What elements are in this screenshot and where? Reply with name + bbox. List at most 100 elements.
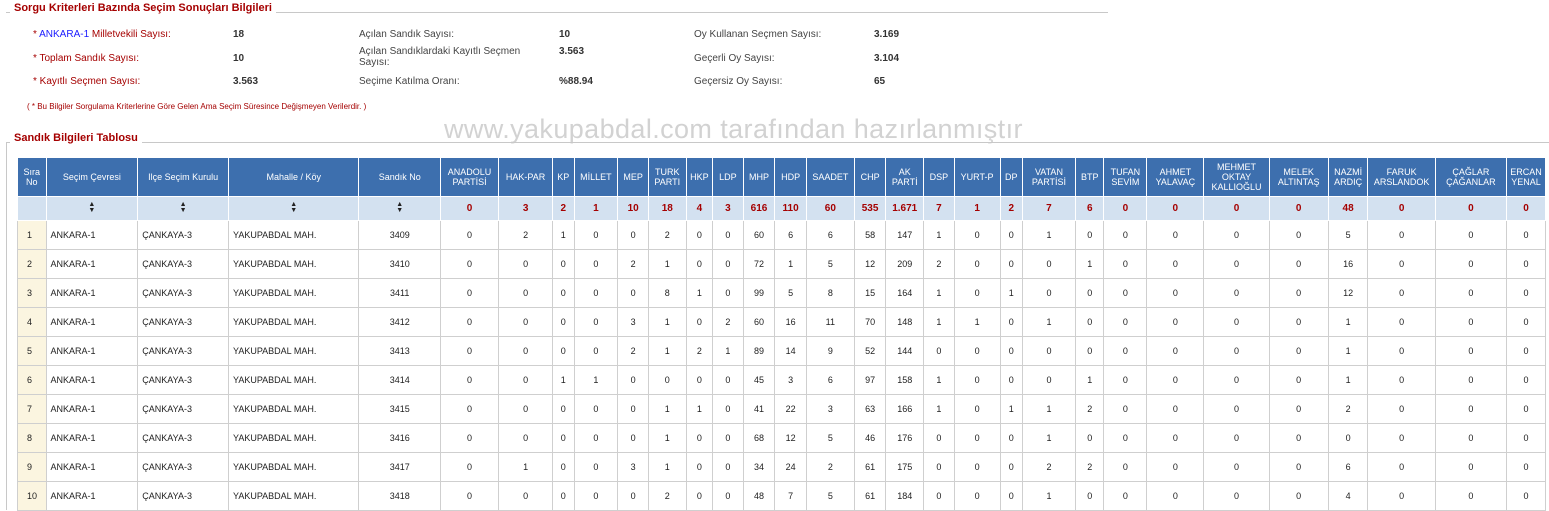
column-header[interactable]: MEHMET OKTAY KALLIOĞLU: [1203, 157, 1270, 197]
vote-count-cell: 0: [1021, 278, 1076, 308]
party-total-cell: 0: [439, 196, 500, 221]
location-cell: ÇANKAYA-3: [137, 220, 229, 250]
column-header[interactable]: FARUK ARSLANDOK: [1367, 157, 1436, 197]
column-header[interactable]: ERCAN YENAL: [1506, 157, 1546, 197]
party-total-cell: 2: [552, 196, 575, 221]
sort-cell[interactable]: ▲ ▼: [227, 196, 360, 221]
sort-cell[interactable]: ▲ ▼: [137, 196, 229, 221]
column-header[interactable]: LDP: [712, 157, 744, 197]
vote-count-cell: 0: [1103, 423, 1148, 453]
table-row[interactable]: 10 ANKARA-1 ÇANKAYA-3 YAKUPABDAL MAH. 3418 0 0…: [17, 481, 1546, 511]
valid-votes-label: Geçerli Oy Sayısı:: [694, 53, 775, 64]
column-header[interactable]: Ilçe Seçim Kurulu: [137, 157, 229, 197]
column-header[interactable]: SAADET: [805, 157, 855, 197]
vote-count-cell: 0: [552, 307, 575, 337]
sort-arrows-icon[interactable]: ▲ ▼: [290, 201, 298, 214]
district-name: ANKARA-1: [39, 29, 90, 40]
vote-count-cell: 1: [999, 278, 1023, 308]
vote-count-cell: 0: [1146, 278, 1205, 308]
vote-count-cell: 0: [1268, 278, 1329, 308]
column-header[interactable]: DSP: [923, 157, 955, 197]
vote-count-cell: 0: [1074, 336, 1105, 366]
vote-count-cell: 0: [1268, 481, 1329, 511]
vote-count-cell: 0: [923, 336, 955, 366]
row-number-cell: 8: [17, 423, 47, 453]
sort-cell[interactable]: ▲ ▼: [358, 196, 441, 221]
party-total-cell: 535: [853, 196, 887, 221]
column-header[interactable]: HAK-PAR: [498, 157, 554, 197]
column-header[interactable]: MİLLET: [573, 157, 619, 197]
column-header[interactable]: YURT-P: [953, 157, 1001, 197]
column-header[interactable]: MEP: [617, 157, 649, 197]
party-total-cell: 616: [742, 196, 776, 221]
sort-arrows-icon[interactable]: ▲ ▼: [396, 201, 404, 214]
vote-count-cell: 0: [617, 423, 649, 453]
table-row[interactable]: 8 ANKARA-1 ÇANKAYA-3 YAKUPABDAL MAH. 3416 0 0 0…: [17, 423, 1546, 453]
vote-count-cell: 0: [999, 481, 1023, 511]
column-header[interactable]: HKP: [685, 157, 714, 197]
vote-count-cell: 0: [1506, 249, 1546, 279]
column-header[interactable]: TUFAN SEVİM: [1103, 157, 1148, 197]
location-cell: ANKARA-1: [45, 365, 139, 395]
column-header[interactable]: NAZMİ ARDIÇ: [1327, 157, 1369, 197]
vote-count-cell: 0: [552, 336, 575, 366]
column-header[interactable]: ANADOLU PARTİSİ: [439, 157, 500, 197]
column-header[interactable]: ÇAĞLAR ÇAĞANLAR: [1434, 157, 1508, 197]
location-cell: YAKUPABDAL MAH.: [227, 481, 360, 511]
column-header[interactable]: AK PARTİ: [885, 157, 925, 197]
vote-count-cell: 0: [1103, 365, 1148, 395]
column-header[interactable]: KP: [552, 157, 575, 197]
table-row[interactable]: 2 ANKARA-1 ÇANKAYA-3 YAKUPABDAL MAH. 3410 0 0 0…: [17, 249, 1546, 279]
vote-count-cell: 0: [1203, 278, 1270, 308]
location-cell: ANKARA-1: [45, 336, 139, 366]
vote-count-cell: 0: [573, 307, 619, 337]
sort-arrows-icon[interactable]: ▲ ▼: [179, 201, 187, 214]
sort-cell[interactable]: [17, 196, 47, 221]
column-header[interactable]: BTP: [1074, 157, 1105, 197]
column-header[interactable]: Seçim Çevresi: [45, 157, 139, 197]
party-total-cell: 60: [805, 196, 855, 221]
opened-registered-label: Açılan Sandıklardaki Kayıtlı Seçmen Sayı…: [359, 46, 521, 68]
column-header[interactable]: Mahalle / Köy: [227, 157, 360, 197]
column-header[interactable]: MHP: [742, 157, 776, 197]
column-header[interactable]: CHP: [853, 157, 887, 197]
vote-count-cell: 0: [1434, 365, 1508, 395]
vote-count-cell: 58: [853, 220, 887, 250]
table-row[interactable]: 4 ANKARA-1 ÇANKAYA-3 YAKUPABDAL MAH. 3412 0 0 0…: [17, 307, 1546, 337]
vote-count-cell: 45: [742, 365, 776, 395]
table-row[interactable]: 7 ANKARA-1 ÇANKAYA-3 YAKUPABDAL MAH. 3415 0 0 0…: [17, 394, 1546, 424]
table-row[interactable]: 3 ANKARA-1 ÇANKAYA-3 YAKUPABDAL MAH. 3411 0 0 0…: [17, 278, 1546, 308]
vote-count-cell: 0: [617, 365, 649, 395]
table-row[interactable]: 6 ANKARA-1 ÇANKAYA-3 YAKUPABDAL MAH. 3414 0 0 1…: [17, 365, 1546, 395]
vote-count-cell: 0: [1506, 307, 1546, 337]
vote-count-cell: 0: [1434, 278, 1508, 308]
vote-count-cell: 1: [647, 307, 687, 337]
vote-count-cell: 0: [1434, 307, 1508, 337]
party-total-cell: 0: [1367, 196, 1436, 221]
vote-count-cell: 1: [1074, 249, 1105, 279]
sort-arrows-icon[interactable]: ▲ ▼: [88, 201, 96, 214]
vote-count-cell: 0: [1203, 307, 1270, 337]
column-header[interactable]: VATAN PARTİSİ: [1021, 157, 1076, 197]
column-header[interactable]: Sandık No: [358, 157, 441, 197]
ballot-box-table: Sıra No Seçim Çevresi Ilçe Seçim Kurulu Mah…: [17, 157, 1546, 511]
column-header[interactable]: HDP: [774, 157, 807, 197]
column-header[interactable]: DP: [999, 157, 1023, 197]
sort-cell[interactable]: ▲ ▼: [45, 196, 139, 221]
vote-count-cell: 0: [1506, 423, 1546, 453]
column-header[interactable]: AHMET YALAVAÇ: [1146, 157, 1205, 197]
location-cell: ANKARA-1: [45, 481, 139, 511]
column-header[interactable]: TURK PARTI: [647, 157, 687, 197]
vote-count-cell: 0: [439, 394, 500, 424]
vote-count-cell: 6: [805, 220, 855, 250]
vote-count-cell: 0: [1367, 278, 1436, 308]
table-row[interactable]: 9 ANKARA-1 ÇANKAYA-3 YAKUPABDAL MAH. 3417 0 1 0…: [17, 452, 1546, 482]
table-row[interactable]: 1 ANKARA-1 ÇANKAYA-3 YAKUPABDAL MAH. 3409 0 2 1…: [17, 220, 1546, 250]
table-row[interactable]: 5 ANKARA-1 ÇANKAYA-3 YAKUPABDAL MAH. 3413 0 0 0…: [17, 336, 1546, 366]
party-total-cell: 0: [1203, 196, 1270, 221]
column-header[interactable]: Sıra No: [17, 157, 47, 197]
column-header[interactable]: MELEK ALTINTAŞ: [1268, 157, 1329, 197]
vote-count-cell: 99: [742, 278, 776, 308]
vote-count-cell: 0: [1367, 336, 1436, 366]
vote-count-cell: 2: [1074, 452, 1105, 482]
